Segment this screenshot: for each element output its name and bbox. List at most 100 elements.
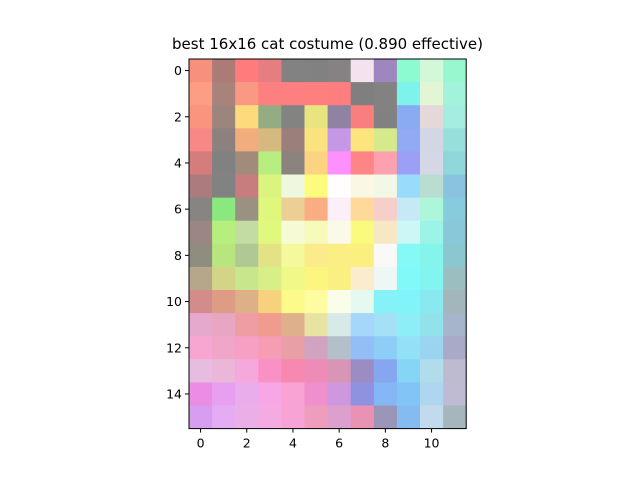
axes-frame xyxy=(188,58,467,430)
heatmap-cell xyxy=(396,359,421,383)
heatmap-cell xyxy=(396,382,421,406)
heatmap-cell xyxy=(281,313,305,337)
heatmap-cell xyxy=(350,128,375,152)
heatmap-cell xyxy=(373,382,398,406)
heatmap-cell xyxy=(443,359,467,383)
heatmap-cell xyxy=(304,243,328,268)
heatmap-cell xyxy=(327,82,352,106)
heatmap-cell xyxy=(281,105,305,129)
heatmap-cell xyxy=(235,405,259,429)
heatmap-cell xyxy=(443,151,467,175)
heatmap-cell xyxy=(420,243,444,268)
heatmap-cell xyxy=(235,59,259,83)
heatmap-cell xyxy=(304,359,328,383)
heatmap-cell xyxy=(350,59,375,83)
heatmap-cell xyxy=(327,105,352,129)
heatmap-cell xyxy=(258,128,282,152)
heatmap-cell xyxy=(212,174,236,198)
heatmap-cell xyxy=(327,174,352,198)
heatmap-cell xyxy=(420,220,444,245)
heatmap-cell xyxy=(443,405,467,429)
heatmap-cell xyxy=(396,197,421,222)
heatmap-cell xyxy=(304,59,328,83)
heatmap-cell xyxy=(304,105,328,129)
y-tick-label: 12 xyxy=(166,340,182,355)
heatmap-cell xyxy=(443,336,467,360)
heatmap-cell xyxy=(443,313,467,337)
heatmap-cell xyxy=(304,174,328,198)
heatmap-cell xyxy=(420,313,444,337)
heatmap-cell xyxy=(281,382,305,406)
heatmap-cell xyxy=(235,290,259,314)
heatmap-cell xyxy=(189,243,213,268)
heatmap-cell xyxy=(189,290,213,314)
y-tick-label: 0 xyxy=(174,63,182,78)
heatmap-cell xyxy=(327,220,352,245)
heatmap-cell xyxy=(304,382,328,406)
heatmap-cell xyxy=(258,243,282,268)
heatmap-cells xyxy=(189,59,467,429)
heatmap-cell xyxy=(258,151,282,175)
heatmap-cell xyxy=(327,405,352,429)
heatmap-cell xyxy=(327,128,352,152)
heatmap-cell xyxy=(350,151,375,175)
heatmap-cell xyxy=(350,105,375,129)
heatmap-cell xyxy=(443,382,467,406)
heatmap-cell xyxy=(304,336,328,360)
heatmap-cell xyxy=(373,151,398,175)
heatmap-cell xyxy=(212,290,236,314)
heatmap-cell xyxy=(189,128,213,152)
heatmap-cell xyxy=(350,313,375,337)
heatmap-cell xyxy=(212,359,236,383)
y-tick-label: 10 xyxy=(166,294,182,309)
heatmap-cell xyxy=(443,220,467,245)
heatmap-cell xyxy=(212,151,236,175)
heatmap-cell xyxy=(235,382,259,406)
y-tick-label: 2 xyxy=(174,109,182,124)
heatmap-cell xyxy=(443,290,467,314)
heatmap-cell xyxy=(396,151,421,175)
heatmap-cell xyxy=(373,105,398,129)
heatmap-cell xyxy=(443,59,467,83)
heatmap-cell xyxy=(189,220,213,245)
heatmap-cell xyxy=(396,243,421,268)
heatmap-cell xyxy=(373,82,398,106)
heatmap-cell xyxy=(443,174,467,198)
y-axis: 0 2 4 6 8 10 12 14 xyxy=(166,63,189,401)
heatmap-cell xyxy=(327,243,352,268)
heatmap-cell xyxy=(189,359,213,383)
heatmap-cell xyxy=(258,382,282,406)
heatmap-cell xyxy=(235,128,259,152)
heatmap-cell xyxy=(189,382,213,406)
heatmap-cell xyxy=(235,220,259,245)
heatmap-cell xyxy=(327,197,352,222)
heatmap-cell xyxy=(258,197,282,222)
heatmap-cell xyxy=(304,82,328,106)
heatmap-cell xyxy=(258,359,282,383)
heatmap-cell xyxy=(258,82,282,106)
heatmap-cell xyxy=(350,405,375,429)
heatmap-cell xyxy=(443,128,467,152)
heatmap-cell xyxy=(212,59,236,83)
heatmap-cell xyxy=(235,197,259,222)
heatmap-cell xyxy=(304,405,328,429)
x-axis: 0 2 4 6 8 10 xyxy=(197,428,440,451)
heatmap-cell xyxy=(189,59,213,83)
heatmap-cell xyxy=(350,243,375,268)
heatmap-cell xyxy=(350,336,375,360)
heatmap-cell xyxy=(350,266,375,291)
heatmap-cell xyxy=(420,197,444,222)
heatmap-cell xyxy=(420,128,444,152)
heatmap-cell xyxy=(235,82,259,106)
heatmap-cell xyxy=(258,405,282,429)
x-tick-label: 6 xyxy=(335,436,343,451)
heatmap-cell xyxy=(373,359,398,383)
heatmap-cell xyxy=(396,128,421,152)
heatmap-cell xyxy=(212,382,236,406)
heatmap-cell xyxy=(420,82,444,106)
x-tick-label: 2 xyxy=(243,436,251,451)
heatmap-cell xyxy=(350,82,375,106)
heatmap-cell xyxy=(420,290,444,314)
heatmap-cell xyxy=(327,290,352,314)
heatmap-cell xyxy=(281,151,305,175)
